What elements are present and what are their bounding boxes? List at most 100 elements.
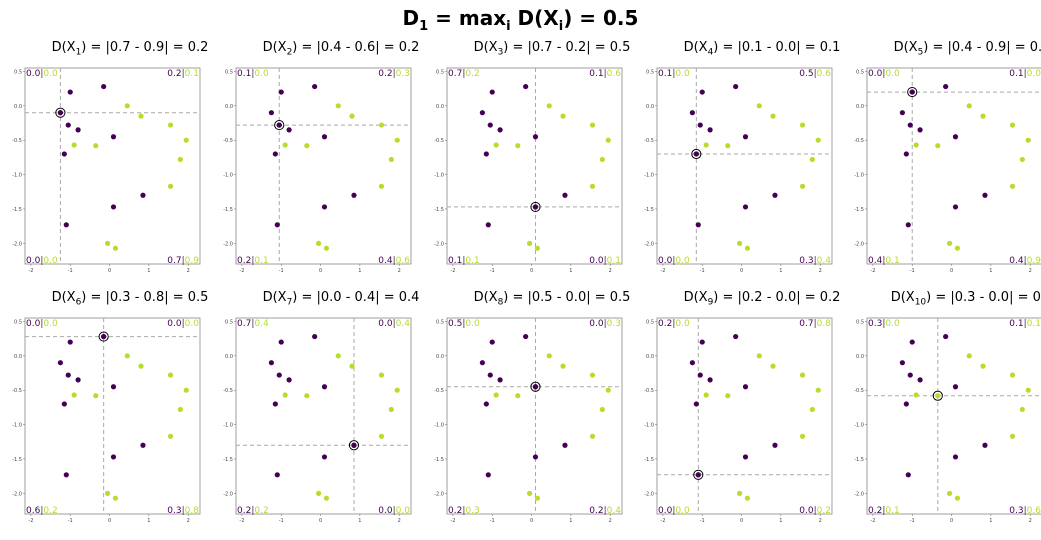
count-class-0: 0.2: [658, 319, 672, 329]
point-class-0: [101, 83, 107, 90]
count-class-0: 0.0: [589, 319, 604, 329]
panel-plot: -2 -1 0 1 20.50.0-0.5-1.0-1.5-2.00.2|0.0 0.7|…: [644, 317, 833, 524]
count-separator: |: [40, 69, 43, 79]
count-class-1: 0.2: [43, 506, 57, 516]
count-class-0: 0.7: [167, 256, 181, 266]
panel-2: D(X2) = |0.4 - 0.6| = 0.2 -2 -1 0 1 2 0.5 0.0 -0…: [223, 40, 446, 290]
count-class-0: 0.4: [378, 256, 393, 266]
point-class-0: [905, 222, 911, 228]
count-separator: |: [1024, 319, 1027, 329]
y-tick-label: -2.0: [434, 491, 444, 497]
selected-point: [935, 393, 941, 399]
y-tick-label: 0.5: [436, 69, 444, 75]
point-class-1: [282, 392, 288, 398]
x-tick-label: -2: [450, 268, 455, 274]
count-class-0: 0.2: [868, 506, 882, 516]
point-class-1: [1025, 137, 1031, 143]
panel-title: D(X5) = |0.4 - 0.9| = 0.5: [893, 40, 1041, 58]
y-tick-label: -2.0: [854, 491, 864, 497]
point-class-1: [71, 142, 77, 148]
point-class-1: [935, 143, 941, 149]
point-class-0: [697, 372, 703, 378]
panel-7: D(X7) = |0.0 - 0.4| = 0.4 -2 -1 0 1 2 0.5 0.0 -0…: [223, 290, 446, 540]
x-tick-label: 1: [147, 518, 150, 524]
x-tick-label: 0: [950, 268, 953, 274]
count-separator: |: [251, 319, 254, 329]
x-tick-label: 2: [398, 268, 401, 274]
count-class-1: 0.2: [817, 506, 831, 516]
x-tick-label: -2: [28, 518, 33, 524]
point-class-0: [943, 83, 949, 90]
point-class-0: [110, 134, 117, 140]
point-class-0: [699, 89, 705, 95]
y-tick-label: -1.0: [223, 173, 233, 179]
count-class-1: 0.1: [465, 256, 479, 266]
point-class-1: [1009, 183, 1016, 189]
point-class-0: [274, 472, 280, 478]
quadrant-count-tl: 0.2|0.0: [658, 319, 690, 329]
count-separator: |: [814, 319, 817, 329]
panel-title: D(X4) = |0.1 - 0.0| = 0.1: [683, 40, 841, 58]
point-class-1: [744, 245, 751, 251]
point-class-0: [562, 442, 568, 448]
point-class-0: [707, 377, 713, 383]
point-class-0: [485, 222, 491, 228]
selected-point-ring: [907, 86, 918, 98]
count-separator: |: [604, 319, 607, 329]
count-separator: |: [882, 69, 885, 79]
x-tick-label: 2: [819, 518, 822, 524]
selected-point-ring: [530, 381, 541, 392]
point-class-0: [61, 401, 67, 407]
point-class-0: [321, 454, 328, 460]
point-class-1: [546, 353, 552, 359]
y-tick-label: 0.0: [856, 104, 864, 110]
y-tick-label: -0.5: [644, 388, 654, 394]
point-class-1: [378, 372, 385, 378]
count-class-1: 0.9: [1027, 256, 1041, 266]
y-tick-label: 0.5: [225, 69, 233, 75]
y-tick-label: 0.5: [646, 319, 654, 325]
point-class-0: [110, 384, 117, 390]
quadrant-count-tr: 0.7|0.8: [799, 319, 831, 329]
count-class-1: 0.6: [607, 69, 622, 79]
count-class-0: 0.1: [237, 69, 251, 79]
x-tick-label: -1: [279, 518, 284, 524]
count-class-1: 0.0: [675, 69, 690, 79]
point-class-1: [93, 393, 99, 399]
plot-frame: [24, 67, 201, 265]
y-tick-label: 0.5: [14, 69, 22, 75]
quadrant-count-tr: 0.5|0.6: [799, 69, 831, 79]
point-class-1: [138, 363, 144, 369]
count-class-0: 0.5: [799, 69, 813, 79]
point-class-1: [1009, 372, 1016, 378]
point-class-0: [733, 333, 739, 340]
panel-plot: -2 -1 0 1 20.50.0-0.5-1.0-1.5-2.00.7|0.2 0.1|…: [434, 67, 623, 274]
count-class-1: 0.4: [396, 319, 411, 329]
count-class-1: 0.2: [254, 506, 268, 516]
point-class-1: [349, 113, 355, 119]
x-tick-label: 0: [530, 268, 533, 274]
quadrant-count-tl: 0.0|0.0: [868, 69, 900, 79]
point-class-1: [93, 143, 99, 149]
point-class-0: [693, 401, 699, 407]
y-tick-label: -2.0: [644, 491, 654, 497]
count-class-0: 0.2: [167, 69, 181, 79]
point-class-1: [167, 372, 174, 378]
panel-title: D(X7) = |0.0 - 0.4| = 0.4: [262, 290, 420, 308]
x-tick-label: -1: [700, 518, 705, 524]
y-tick-label: 0.0: [436, 104, 444, 110]
point-class-1: [112, 245, 119, 251]
count-separator: |: [393, 69, 396, 79]
y-tick-label: -0.5: [434, 138, 444, 144]
count-separator: |: [462, 256, 465, 266]
point-class-1: [1019, 406, 1025, 413]
y-tick-label: 0.0: [646, 104, 654, 110]
count-separator: |: [40, 506, 43, 516]
point-class-0: [110, 204, 117, 210]
x-tick-label: -2: [239, 268, 244, 274]
quadrant-count-tl: 0.3|0.0: [868, 319, 900, 329]
y-tick-label: 0.0: [856, 354, 864, 360]
point-class-0: [899, 360, 905, 366]
quadrant-count-tr: 0.1|0.6: [589, 69, 621, 79]
point-class-0: [689, 360, 695, 366]
